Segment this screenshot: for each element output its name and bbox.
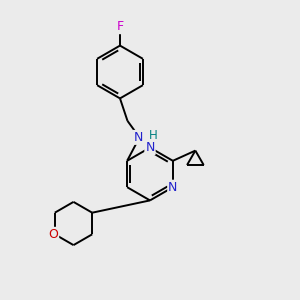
Text: N: N — [133, 131, 143, 144]
Text: O: O — [48, 228, 58, 241]
Text: N: N — [145, 141, 155, 154]
Text: H: H — [148, 129, 158, 142]
Text: F: F — [116, 20, 124, 33]
Text: N: N — [168, 181, 178, 194]
